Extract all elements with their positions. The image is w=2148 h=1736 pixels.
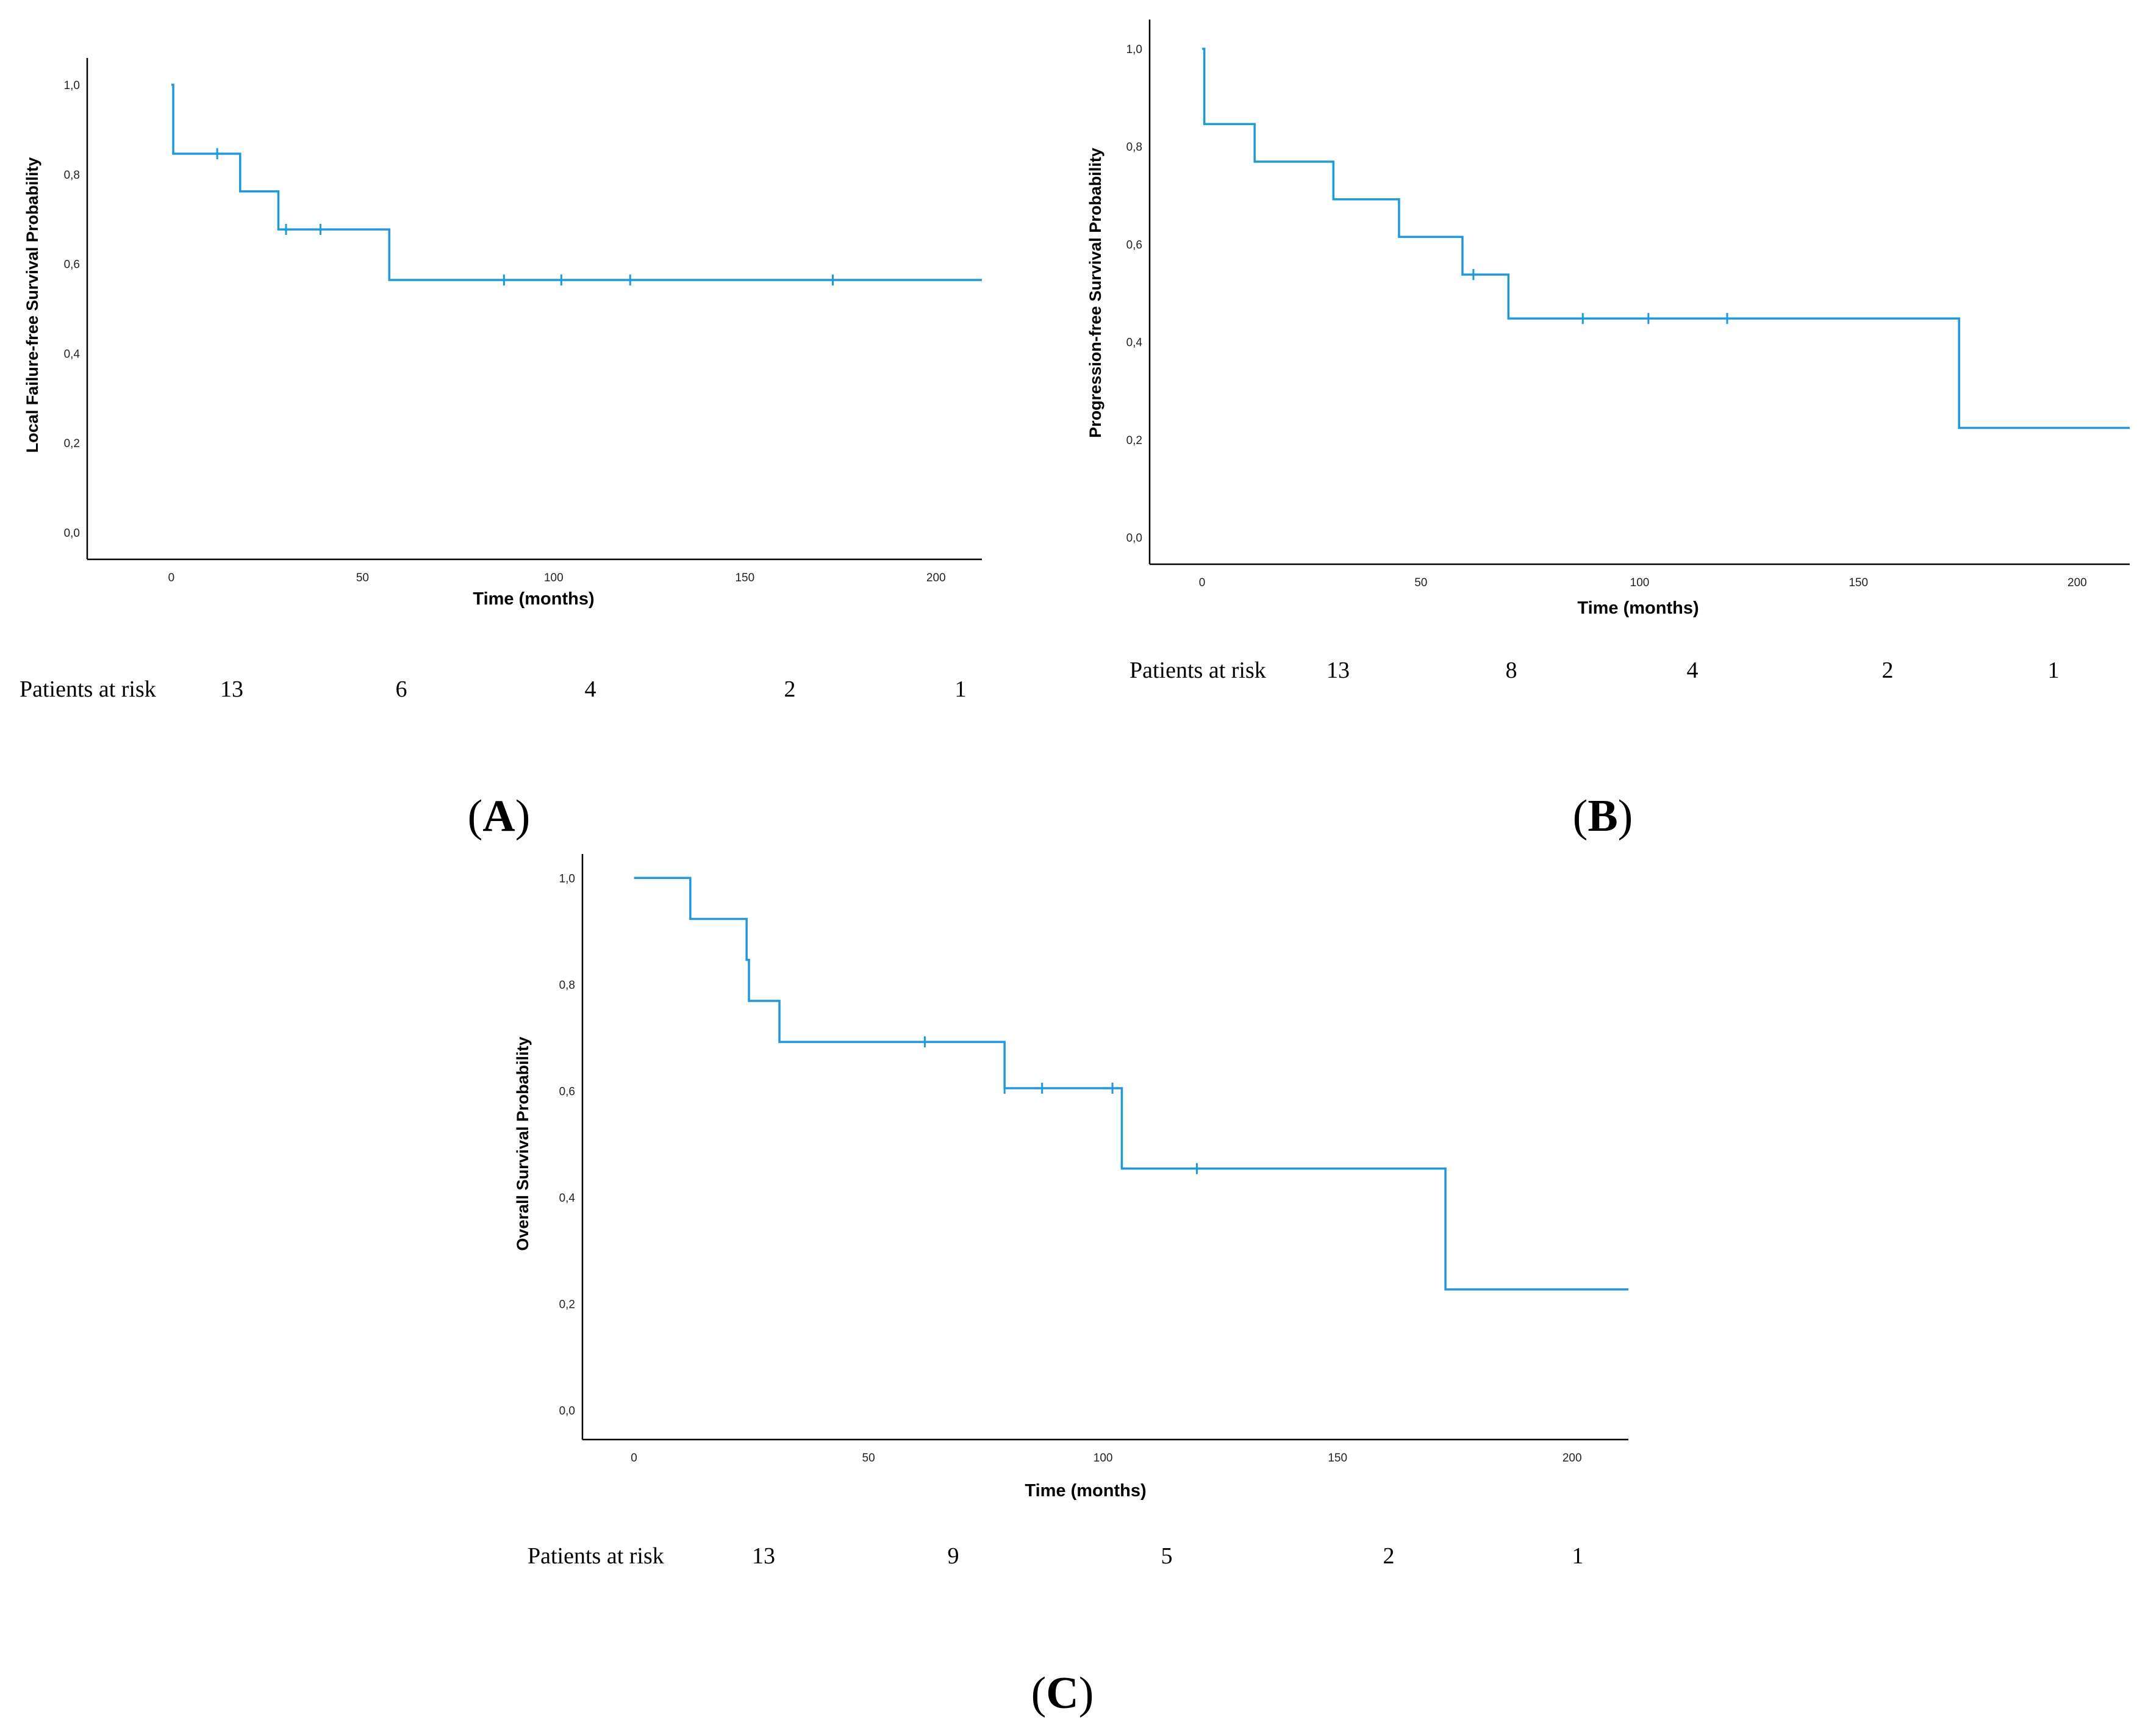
x-tick-label: 0 [631,1452,637,1465]
y-tick-label: 0,0 [64,527,80,540]
y-axis-label: Overall Survival Probability [514,1036,532,1250]
panel-letter: A [482,791,515,841]
y-tick-label: 0,4 [1126,337,1143,350]
risk-value: 8 [1506,658,1517,683]
x-tick-label: 0 [1199,576,1206,589]
x-tick-label: 100 [1094,1452,1113,1465]
risk-value: 9 [948,1543,959,1569]
y-tick-label: 0,8 [559,979,575,992]
y-tick-label: 1,0 [559,872,575,885]
y-tick-label: 0,2 [559,1298,575,1311]
km-chart-progression-free: 0,0 0,2 0,4 0,6 0,8 1,0 0 50 100 150 200 Progress… [1086,20,2130,841]
y-tick-label: 0,4 [64,348,81,360]
panel-letter: C [1046,1668,1078,1718]
y-tick-label: 0,2 [1126,434,1142,447]
y-tick-label: 0,8 [1126,141,1142,154]
x-tick-label: 150 [735,572,754,584]
axes [1148,20,2130,565]
risk-value: 13 [1326,658,1350,683]
x-tick-label: 150 [1849,576,1868,589]
x-axis-ticks: 0 50 100 150 200 [1199,576,2087,589]
risk-table-label: Patients at risk [1129,658,1266,683]
survival-curve [1202,48,2130,429]
y-tick-label: 0,6 [64,259,80,271]
x-axis-label: Time (months) [473,589,594,609]
x-axis-label: Time (months) [1025,1481,1146,1501]
risk-table-label: Patients at risk [20,676,156,702]
risk-value: 1 [1572,1543,1584,1569]
x-tick-label: 200 [2067,576,2087,589]
risk-value: 5 [1161,1543,1173,1569]
axes [86,58,982,561]
risk-value: 2 [1383,1543,1395,1569]
risk-value: 1 [955,676,967,702]
x-tick-label: 200 [1563,1452,1582,1465]
y-axis-label: Progression-free Survival Probability [1086,148,1104,438]
x-axis-label: Time (months) [1577,598,1699,618]
x-tick-label: 100 [544,572,564,584]
x-tick-label: 50 [862,1452,875,1465]
risk-value: 4 [585,676,596,702]
censor-marks [216,148,834,286]
risk-value: 2 [1882,658,1894,683]
risk-value: 13 [220,676,243,702]
y-tick-label: 1,0 [1126,43,1142,56]
x-tick-label: 50 [1414,576,1427,589]
x-tick-label: 50 [356,572,369,584]
panel-label: (B) [1573,791,1633,841]
survival-curve [634,877,1628,1291]
y-tick-label: 0,8 [64,169,80,182]
panel-letter: B [1588,791,1617,841]
y-tick-label: 1,0 [64,79,80,92]
survival-curve [171,84,982,281]
y-axis-ticks: 0,0 0,2 0,4 0,6 0,8 1,0 [64,79,81,540]
y-axis-ticks: 0,0 0,2 0,4 0,6 0,8 1,0 [1126,43,1143,545]
risk-value: 13 [752,1543,775,1569]
x-tick-label: 150 [1328,1452,1347,1465]
x-axis-ticks: 0 50 100 150 200 [631,1452,1581,1465]
x-axis-ticks: 0 50 100 150 200 [168,572,946,584]
y-tick-label: 0,4 [559,1192,576,1205]
y-tick-label: 0,6 [1126,239,1142,251]
risk-value: 1 [2048,658,2060,683]
km-chart-local-failure-free: 0,0 0,2 0,4 0,6 0,8 1,0 0 50 100 150 200 Local Fa… [20,58,982,841]
x-tick-label: 200 [926,572,946,584]
km-chart-overall-survival: 0,0 0,2 0,4 0,6 0,8 1,0 0 50 100 150 200 Overall … [514,854,1628,1718]
axes [581,854,1628,1441]
panel-label: (C) [1031,1668,1094,1718]
panel-label: (A) [468,791,531,841]
y-tick-label: 0,6 [559,1085,575,1098]
censor-marks [1472,269,1728,325]
risk-value: 6 [396,676,407,702]
y-tick-label: 0,0 [559,1405,575,1418]
y-axis-ticks: 0,0 0,2 0,4 0,6 0,8 1,0 [559,872,576,1418]
y-tick-label: 0,0 [1126,532,1142,545]
x-tick-label: 100 [1630,576,1650,589]
y-axis-label: Local Failure-free Survival Probability [23,157,41,453]
risk-table-label: Patients at risk [528,1543,664,1569]
y-tick-label: 0,2 [64,437,80,450]
risk-value: 2 [784,676,796,702]
risk-value: 4 [1687,658,1699,683]
censor-marks [923,1036,1198,1174]
x-tick-label: 0 [168,572,175,584]
